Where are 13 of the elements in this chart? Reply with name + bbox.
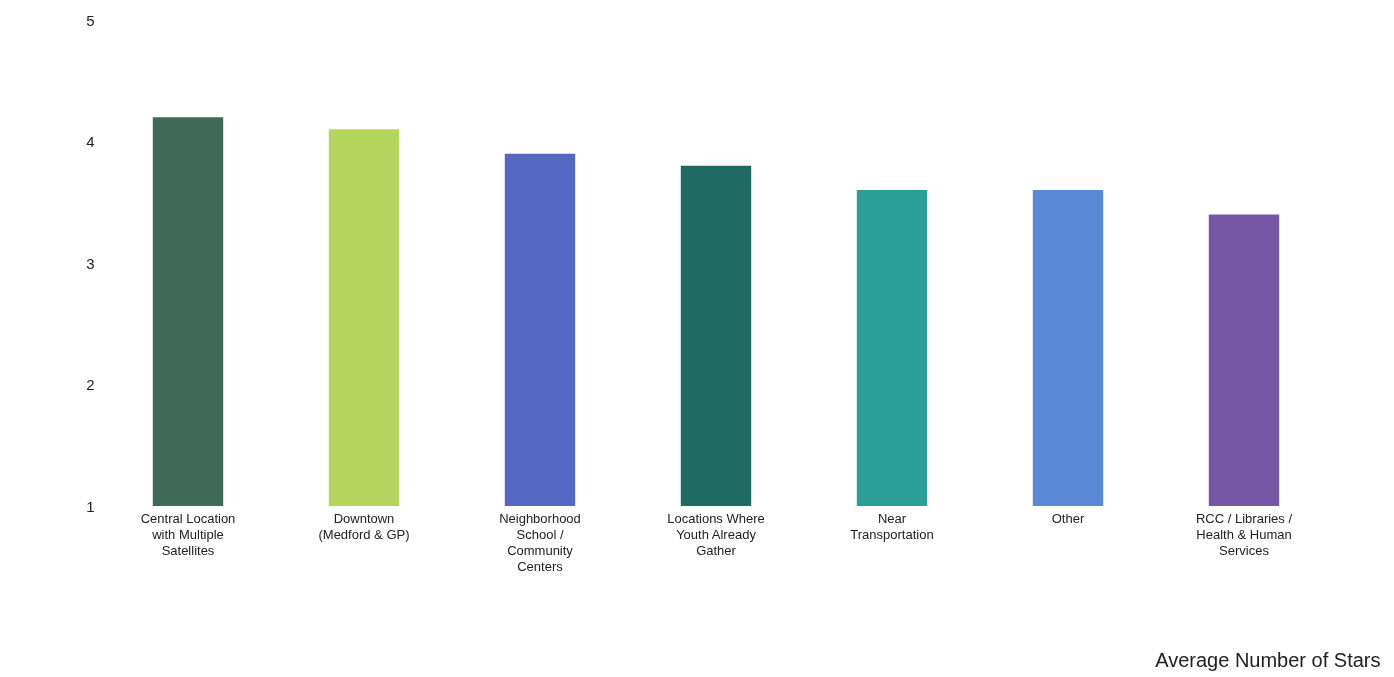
x-tick-label: Downtown (Medford & GP) — [318, 510, 410, 542]
y-tick-label: 4 — [86, 133, 95, 150]
x-axis-title: Average Number of Stars — [1155, 648, 1381, 671]
y-tick-label: 2 — [86, 376, 95, 393]
x-tick-label: Near Transportation — [850, 510, 934, 542]
y-tick-label: 5 — [86, 11, 95, 29]
x-tick-label: Neighborhood School / Community Centers — [499, 510, 581, 574]
x-tick-label: Locations Where Youth Already Gather — [667, 510, 765, 558]
y-tick-label: 1 — [86, 497, 95, 515]
x-tick-label: Central Location with Multiple Satellites — [140, 510, 236, 558]
y-tick-label: 3 — [86, 254, 95, 272]
x-tick-label: RCC / Libraries / Health & Human Services — [1195, 510, 1293, 558]
x-tick-label: Other — [1051, 510, 1085, 526]
